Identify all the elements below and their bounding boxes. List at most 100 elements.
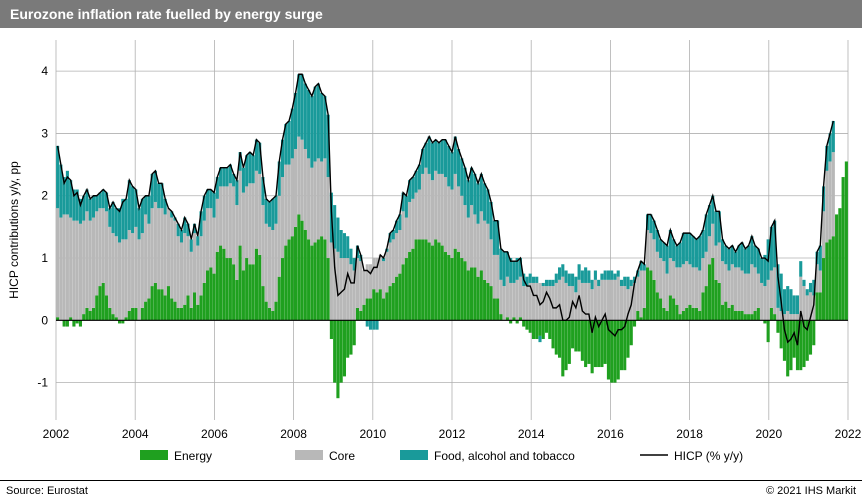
bar-food <box>760 258 763 283</box>
bar-energy <box>248 264 251 320</box>
bar-food <box>574 277 577 293</box>
bar-energy <box>310 246 313 321</box>
bar-core <box>320 161 323 236</box>
bar-energy <box>411 249 414 321</box>
bar-core <box>252 183 255 264</box>
bar-core <box>287 165 290 240</box>
bar-food <box>144 196 147 215</box>
bar-energy <box>131 308 134 320</box>
bar-food <box>754 246 757 268</box>
x-tick-label: 2006 <box>201 427 228 441</box>
bar-energy <box>626 320 629 357</box>
bar-energy <box>183 305 186 321</box>
bar-energy <box>542 320 545 339</box>
bar-food <box>581 270 584 282</box>
bar-energy <box>555 320 558 354</box>
bar-energy <box>343 320 346 376</box>
bar-energy <box>744 314 747 320</box>
chart-frame: Eurozone inflation rate fuelled by energ… <box>0 0 862 500</box>
bar-core <box>649 233 652 270</box>
bar-energy <box>85 308 88 320</box>
bar-energy <box>773 314 776 320</box>
bar-food <box>375 320 378 329</box>
bar-energy <box>92 308 95 320</box>
bar-energy <box>669 295 672 320</box>
bar-energy <box>180 308 183 320</box>
bar-food <box>561 264 564 276</box>
bar-food <box>366 320 369 326</box>
bar-energy <box>408 252 411 321</box>
source-text: Source: Eurostat <box>6 485 88 497</box>
bar-core <box>206 208 209 270</box>
bar-energy <box>613 320 616 382</box>
bar-food <box>291 109 294 159</box>
bar-energy <box>630 320 633 345</box>
bar-food <box>242 168 245 193</box>
bar-core <box>245 186 248 258</box>
bar-food <box>209 190 212 209</box>
bar-core <box>643 270 646 307</box>
bar-energy <box>496 299 499 321</box>
bar-energy <box>789 320 792 370</box>
bar-core <box>85 211 88 308</box>
bar-core <box>183 233 186 305</box>
bar-core <box>503 286 506 320</box>
bar-energy <box>274 302 277 321</box>
bar-core <box>607 280 610 320</box>
bar-food <box>620 280 623 286</box>
bar-core <box>144 214 147 301</box>
bar-core <box>232 186 235 264</box>
bar-food <box>613 274 616 280</box>
bar-energy <box>216 252 219 321</box>
bar-core <box>141 233 144 308</box>
bar-core <box>444 177 447 252</box>
bar-core <box>662 261 665 308</box>
bar-energy <box>128 311 131 320</box>
bar-energy <box>721 305 724 321</box>
bar-core <box>121 239 124 320</box>
bar-food <box>411 177 414 199</box>
bar-core <box>327 177 330 258</box>
bar-energy <box>594 320 597 367</box>
bar-core <box>796 314 799 320</box>
bar-core <box>581 283 584 320</box>
bar-energy <box>428 242 431 320</box>
bar-energy <box>829 239 832 320</box>
bar-food <box>571 274 574 286</box>
bar-food <box>222 168 225 187</box>
bar-food <box>89 199 92 221</box>
bar-energy <box>265 302 268 321</box>
bar-core <box>705 252 708 286</box>
bar-food <box>317 84 320 159</box>
bar-core <box>180 242 183 307</box>
bar-energy <box>170 299 173 321</box>
bar-food <box>447 146 450 186</box>
bar-energy <box>291 236 294 320</box>
bar-energy <box>659 299 662 321</box>
bar-core <box>167 208 170 286</box>
bar-energy <box>301 221 304 321</box>
bar-energy <box>636 311 639 320</box>
x-tick-label: 2016 <box>597 427 624 441</box>
bar-food <box>819 246 822 271</box>
bar-energy <box>66 320 69 326</box>
bar-energy <box>525 320 528 329</box>
x-tick-label: 2008 <box>280 427 307 441</box>
bar-core <box>636 277 639 311</box>
bar-core <box>66 214 69 320</box>
bar-energy <box>454 249 457 321</box>
bar-core <box>242 193 245 271</box>
bar-core <box>271 230 274 311</box>
bar-energy <box>532 320 535 339</box>
bar-core <box>776 308 779 320</box>
bar-food <box>542 283 545 286</box>
bar-energy <box>206 270 209 320</box>
bar-energy <box>134 308 137 320</box>
bar-energy <box>226 258 229 320</box>
bar-energy <box>418 239 421 320</box>
bar-core <box>63 214 66 320</box>
bar-energy <box>675 305 678 321</box>
bar-energy <box>382 299 385 321</box>
bar-core <box>597 286 600 320</box>
bar-core <box>102 208 105 283</box>
